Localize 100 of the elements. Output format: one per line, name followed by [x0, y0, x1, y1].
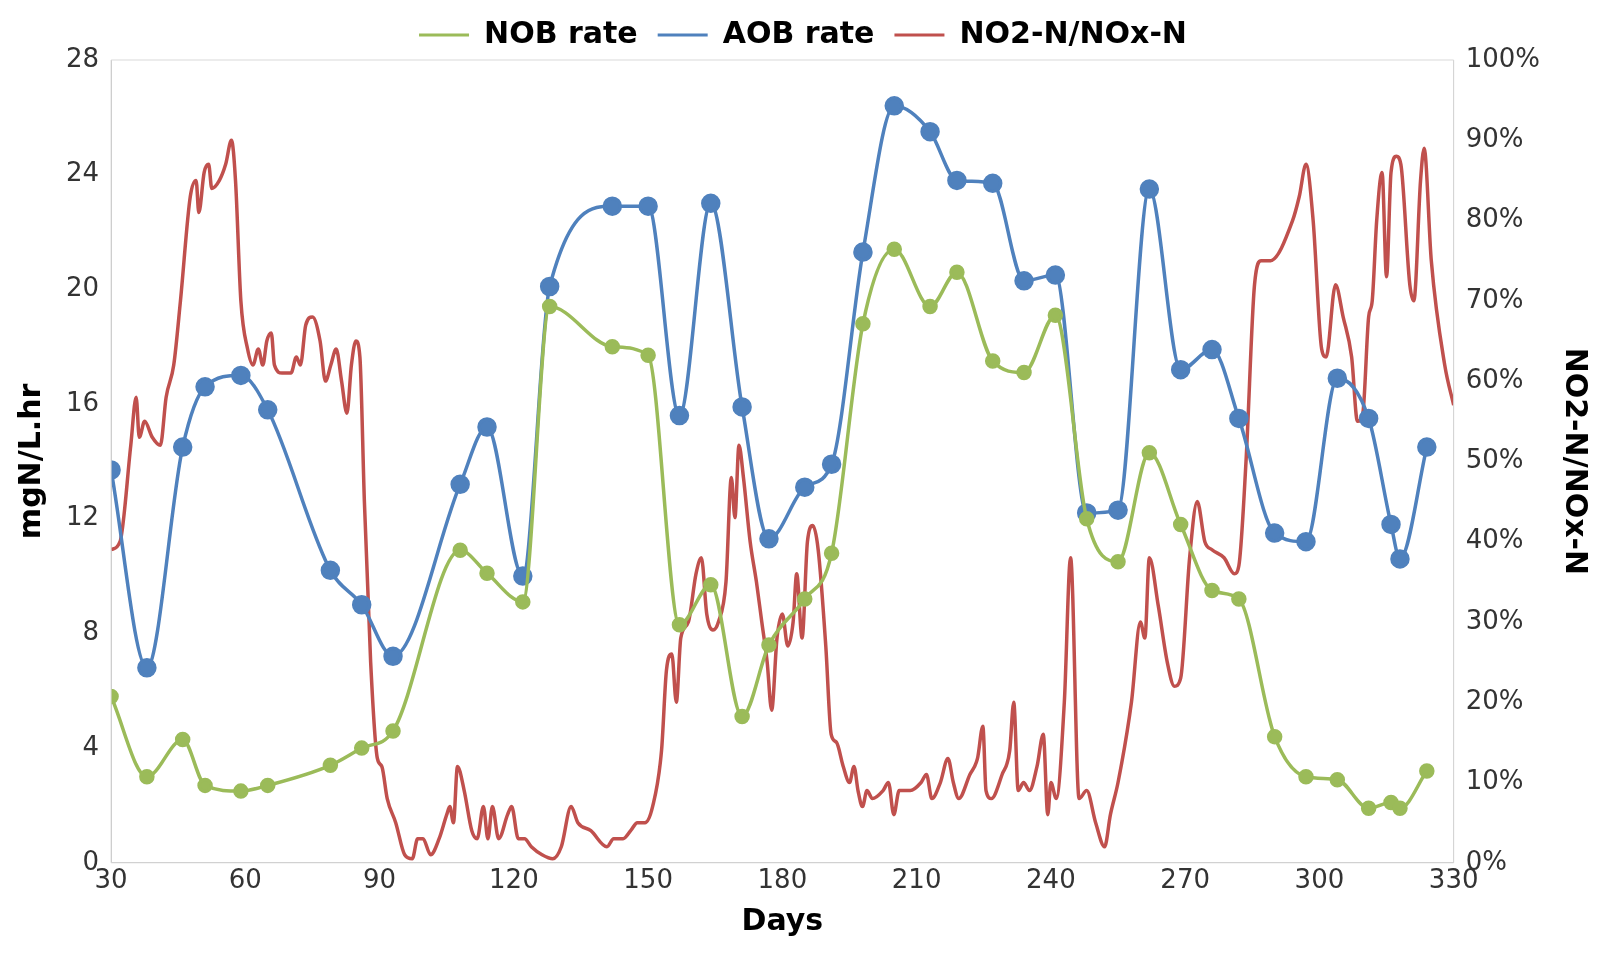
- point: [541, 298, 558, 315]
- point: [257, 400, 278, 420]
- point: [1264, 523, 1285, 543]
- x-tick-label: 240: [1026, 864, 1076, 895]
- point: [452, 542, 468, 559]
- point: [795, 477, 815, 497]
- y2-tick-label: 100%: [1465, 42, 1541, 73]
- point: [1229, 408, 1249, 429]
- point: [982, 173, 1003, 194]
- x-tick-label: 90: [363, 864, 397, 895]
- point: [1298, 769, 1314, 785]
- y-tick-label: 4: [82, 730, 100, 761]
- point: [669, 405, 690, 426]
- point: [759, 529, 779, 549]
- point: [385, 723, 401, 739]
- point: [231, 365, 251, 386]
- point: [1139, 179, 1160, 199]
- point: [450, 474, 470, 495]
- point: [479, 565, 495, 581]
- x-tick-label: 180: [757, 864, 808, 895]
- point: [853, 242, 873, 262]
- legend-label: NOB rate: [484, 14, 638, 50]
- point: [1141, 445, 1158, 461]
- point: [1296, 531, 1316, 552]
- y-tick-label: 28: [65, 42, 100, 73]
- point: [197, 777, 213, 794]
- point: [1204, 582, 1220, 599]
- point: [1110, 554, 1126, 570]
- y2-axis-title: NO2-N/NOx-N: [1559, 347, 1595, 576]
- y2-tick-label: 50%: [1465, 444, 1524, 475]
- point: [947, 170, 967, 191]
- point: [172, 437, 193, 457]
- point: [821, 454, 842, 475]
- point: [732, 397, 752, 417]
- point: [353, 740, 370, 756]
- x-tick-label: 120: [489, 864, 539, 895]
- point: [1266, 728, 1283, 745]
- point: [1108, 500, 1128, 520]
- point: [1231, 591, 1247, 607]
- point: [1078, 510, 1095, 527]
- point: [884, 96, 905, 116]
- point: [1170, 359, 1191, 380]
- y2-tick-label: 60%: [1465, 363, 1524, 394]
- point: [1419, 763, 1435, 779]
- y-tick-label: 8: [82, 616, 100, 647]
- legend-label: AOB rate: [722, 14, 875, 50]
- point: [1045, 265, 1066, 285]
- point: [320, 560, 341, 581]
- point: [1417, 437, 1437, 457]
- x-axis-title: Days: [741, 901, 824, 937]
- point: [761, 637, 777, 653]
- point: [1381, 514, 1401, 535]
- point: [1360, 800, 1377, 817]
- point: [1202, 339, 1222, 360]
- point: [515, 594, 531, 610]
- point: [1358, 408, 1379, 429]
- point: [920, 121, 940, 142]
- y2-tick-label: 20%: [1465, 684, 1524, 715]
- legend-label: NO2-N/NOx-N: [959, 14, 1187, 50]
- point: [1047, 307, 1064, 323]
- x-tick-label: 150: [623, 864, 673, 895]
- y-tick-label: 12: [65, 501, 100, 532]
- point: [233, 783, 249, 799]
- point: [139, 769, 155, 785]
- y2-tick-label: 70%: [1465, 283, 1524, 314]
- point: [886, 241, 903, 257]
- point: [703, 576, 719, 593]
- point: [137, 658, 157, 678]
- point: [1329, 771, 1346, 788]
- y2-tick-label: 80%: [1465, 203, 1524, 234]
- point: [671, 617, 688, 633]
- point: [1327, 368, 1348, 388]
- point: [1392, 800, 1408, 817]
- point: [383, 646, 403, 667]
- point: [322, 757, 339, 774]
- point: [477, 417, 497, 437]
- x-tick-label: 60: [228, 864, 262, 895]
- point: [195, 377, 215, 397]
- point: [351, 595, 372, 615]
- x-tick-label: 300: [1294, 864, 1345, 895]
- point: [640, 347, 656, 364]
- point: [734, 708, 750, 725]
- point: [922, 298, 938, 315]
- point: [823, 545, 840, 561]
- point: [949, 264, 965, 280]
- point: [174, 731, 191, 748]
- x-tick-label: 210: [891, 864, 942, 895]
- point: [1390, 549, 1410, 569]
- point: [797, 591, 813, 607]
- point: [855, 316, 871, 332]
- point: [602, 196, 623, 216]
- point: [984, 353, 1001, 369]
- y2-tick-label: 10%: [1465, 765, 1524, 796]
- y2-tick-label: 30%: [1465, 604, 1524, 635]
- point: [1016, 364, 1032, 381]
- y-tick-label: 24: [65, 157, 100, 188]
- x-tick-label: 270: [1160, 864, 1210, 895]
- y2-tick-label: 40%: [1465, 524, 1524, 555]
- point: [701, 193, 721, 214]
- point: [604, 338, 621, 355]
